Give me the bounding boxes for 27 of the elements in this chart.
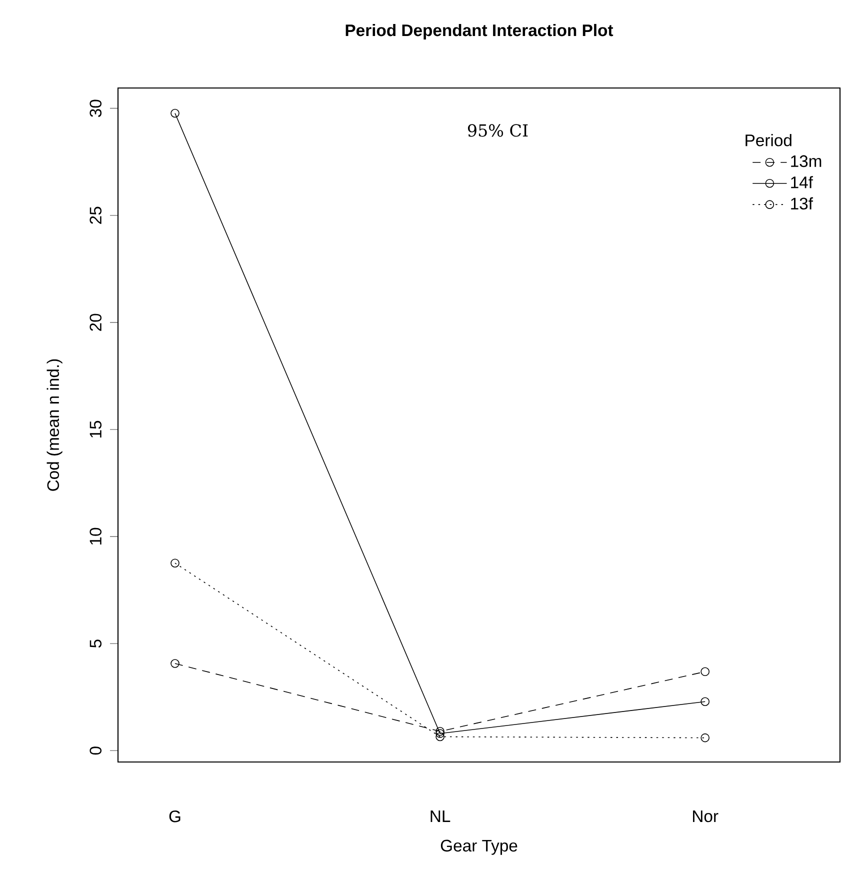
y-tick-label: 30 — [90, 100, 102, 117]
legend-label: 13f — [791, 197, 814, 210]
y-tick-label: 25 — [90, 206, 102, 224]
x-tick-label: G — [169, 810, 180, 822]
x-tick-label: Nor — [693, 810, 718, 822]
point — [170, 659, 180, 668]
legend-label: 14f — [791, 176, 814, 188]
point — [700, 667, 710, 676]
point — [170, 108, 180, 118]
x-tick-label: NL — [430, 810, 450, 822]
point — [436, 732, 444, 742]
y-tick-label: 0 — [90, 746, 102, 755]
y-tick-label: 10 — [90, 528, 102, 545]
point — [170, 558, 180, 568]
point — [436, 726, 444, 736]
x-axis-title: Gear Type — [440, 840, 518, 855]
point — [700, 733, 710, 742]
legend-title: Period — [746, 134, 792, 146]
y-tick-label: 15 — [90, 420, 102, 438]
y-tick-label: 20 — [90, 314, 102, 331]
y-tick-label: 5 — [90, 640, 102, 648]
legend-label: 13m — [791, 155, 822, 168]
point — [700, 697, 710, 706]
y-axis-title: Cod (mean n ind.) — [46, 359, 62, 491]
chart-title: Period Dependant Interaction Plot — [346, 24, 614, 40]
point — [436, 729, 444, 738]
annotation: 95% CI — [468, 124, 528, 137]
